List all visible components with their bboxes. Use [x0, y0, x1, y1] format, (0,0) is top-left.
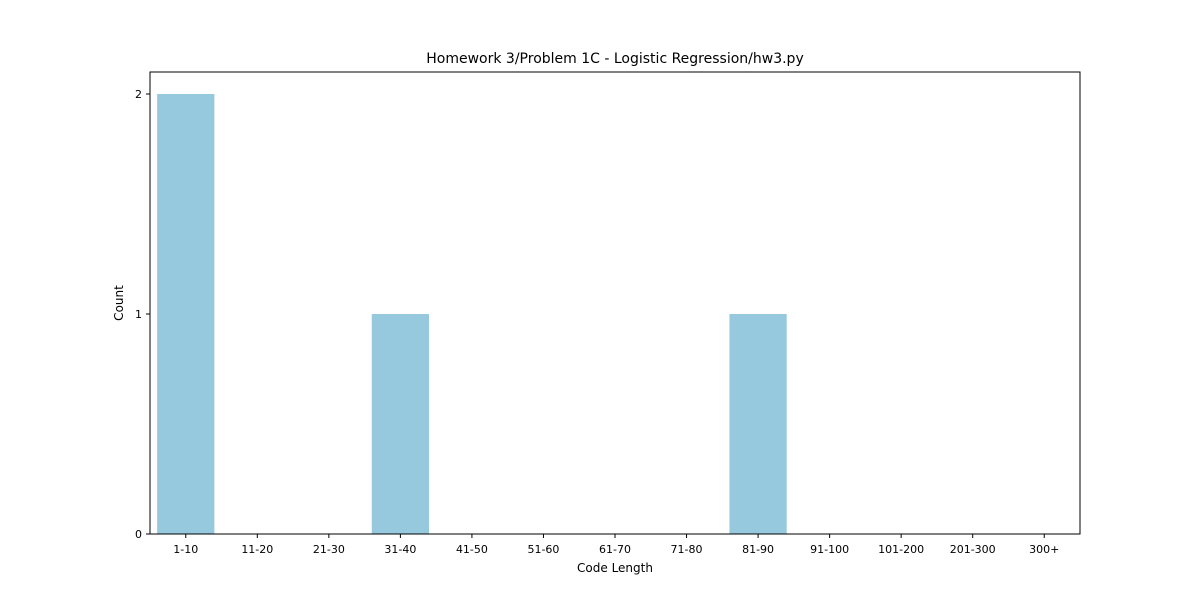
x-axis-label: Code Length [577, 561, 653, 575]
x-tick-label: 81-90 [742, 543, 774, 556]
bar-81-90 [729, 314, 787, 534]
plot-frame [149, 71, 1081, 535]
y-tick-label: 1 [135, 308, 142, 321]
y-axis-label: Count [112, 285, 126, 321]
bar-31-40 [371, 314, 429, 534]
x-tick-label: 1-10 [173, 543, 198, 556]
y-tick-label: 0 [135, 528, 142, 541]
x-tick-label: 31-40 [384, 543, 416, 556]
x-tick-label: 201-300 [950, 543, 996, 556]
y-axis: 0 1 2 [135, 88, 150, 541]
x-tick-label: 71-80 [671, 543, 703, 556]
x-tick-label: 61-70 [599, 543, 631, 556]
chart-title: Homework 3/Problem 1C - Logistic Regress… [426, 51, 803, 67]
x-tick-label: 21-30 [313, 543, 345, 556]
x-tick-label: 101-200 [878, 543, 924, 556]
x-tick-label: 51-60 [527, 543, 559, 556]
bars [157, 94, 787, 534]
y-tick-label: 2 [135, 88, 142, 101]
bar-1-10 [157, 94, 215, 534]
x-tick-label: 300+ [1029, 543, 1059, 556]
x-tick-label: 41-50 [456, 543, 488, 556]
x-axis: 1-10 11-20 21-30 31-40 41-50 51-60 61-70 71-80 8… [173, 534, 1059, 556]
x-tick-label: 91-100 [810, 543, 849, 556]
x-tick-label: 11-20 [241, 543, 273, 556]
